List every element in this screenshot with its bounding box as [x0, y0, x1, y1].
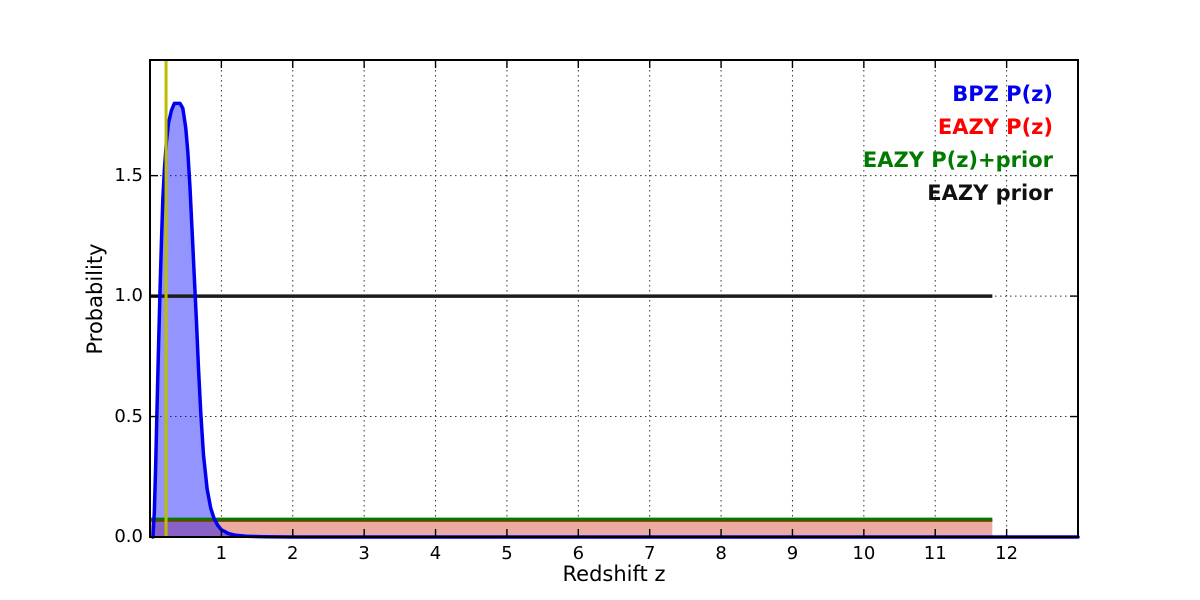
legend-entry-eazy-p-z-prior: EAZY P(z)+prior — [862, 148, 1053, 172]
legend-entry-eazy-prior: EAZY prior — [927, 181, 1053, 205]
x-tick-label: 3 — [358, 543, 370, 564]
legend-entry-bpz-p-z-: BPZ P(z) — [952, 82, 1053, 106]
y-tick-label: 1.5 — [114, 164, 143, 186]
legend-entry-eazy-p-z-: EAZY P(z) — [937, 115, 1053, 139]
eazy-pz-fill — [150, 520, 993, 537]
x-tick-label: 11 — [923, 543, 947, 564]
y-tick-label: 1.0 — [114, 285, 143, 307]
x-tick-label: 9 — [786, 543, 799, 564]
x-tick-label: 4 — [429, 543, 442, 564]
y-tick-label: 0.0 — [114, 526, 143, 547]
x-tick-label: 1 — [215, 543, 228, 564]
x-tick-label: 10 — [852, 543, 876, 564]
bpz-pz-curve — [151, 101, 1080, 539]
x-tick-label: 5 — [501, 543, 513, 564]
x-tick-label: 8 — [715, 543, 727, 564]
x-axis-label: Redshift z — [562, 562, 666, 586]
axes-spines — [149, 59, 1079, 538]
x-tick-label: 2 — [287, 543, 299, 564]
y-tick-label: 0.5 — [114, 405, 143, 427]
x-tick-label: 7 — [643, 543, 656, 564]
x-tick-label: 12 — [995, 543, 1019, 564]
x-tick-label: 6 — [572, 543, 585, 564]
